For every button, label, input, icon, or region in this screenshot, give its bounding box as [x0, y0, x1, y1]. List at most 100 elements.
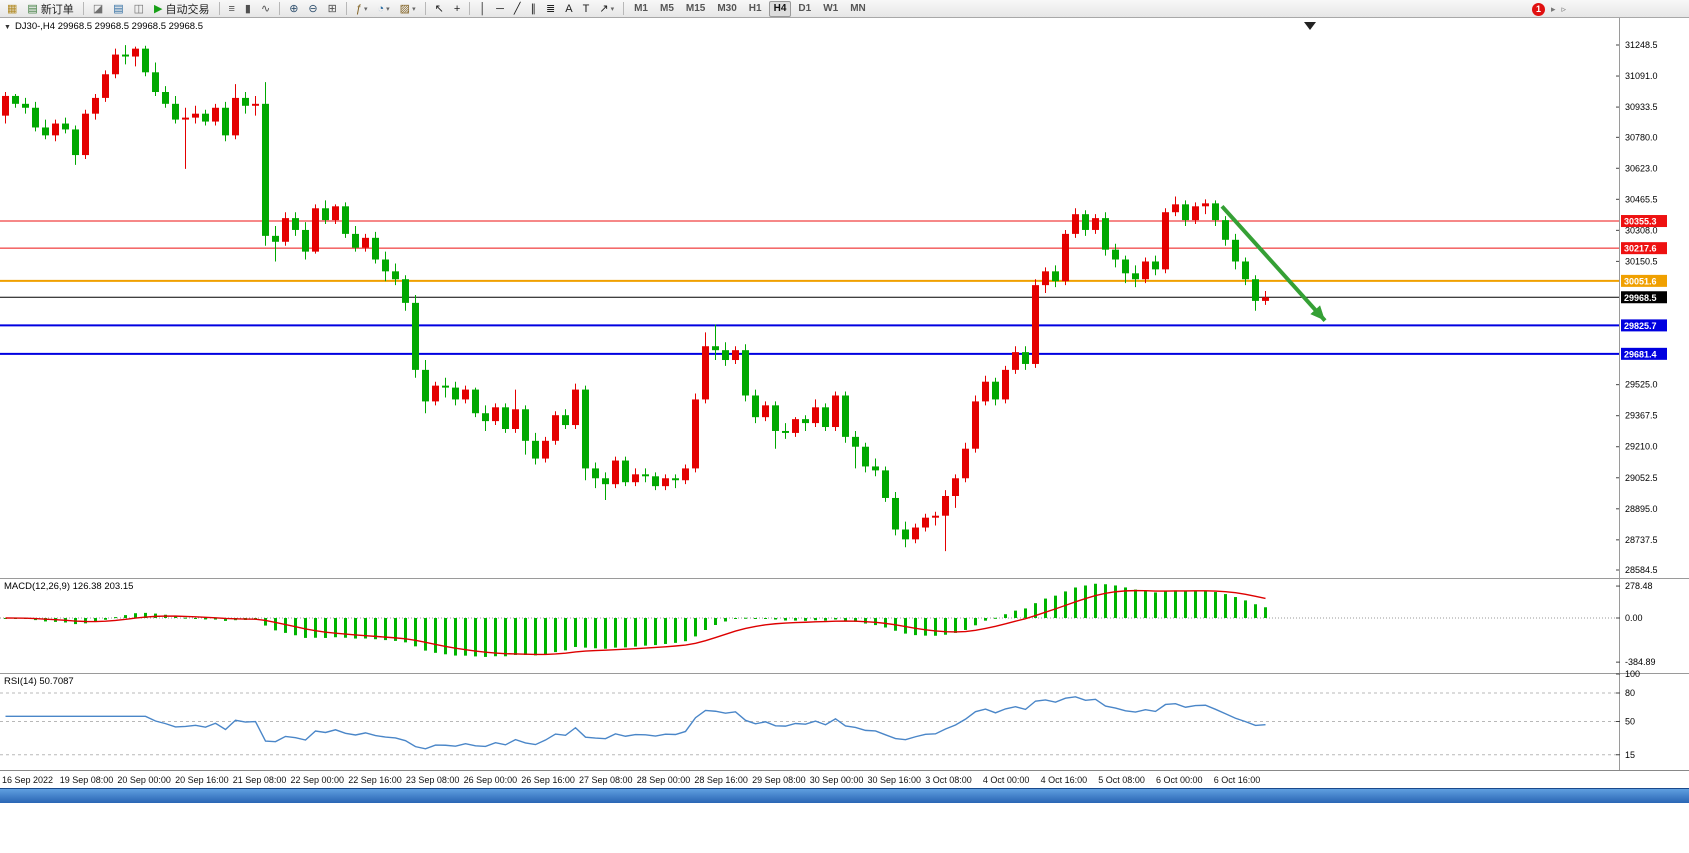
profiles-icon[interactable]: ◪	[89, 1, 107, 17]
dropdown-caret-icon: ▾	[363, 5, 368, 13]
chart-area[interactable]: 31248.5 31091.0 30933.5 30780.0 30623.0 30465…	[0, 18, 1689, 770]
svg-text:28737.5: 28737.5	[1625, 535, 1658, 545]
dropdown-caret-icon: ▾	[386, 5, 390, 13]
arrows-icon[interactable]: ↗ ▾	[595, 1, 618, 17]
timeframe-W1[interactable]: W1	[823, 3, 839, 14]
price-badge	[1621, 347, 1667, 360]
auto-scroll-icon[interactable]: ▸	[1551, 3, 1556, 14]
dropdown-caret-icon: ▾	[610, 5, 615, 13]
time-axis-label: 20 Sep 00:00	[117, 775, 171, 785]
fibonacci-icon[interactable]: ≣	[542, 1, 559, 17]
svg-text:100: 100	[1625, 669, 1640, 679]
market-watch-icon-glyph: ▤	[113, 2, 124, 15]
timeframe-M30[interactable]: M30	[717, 3, 737, 14]
dropdown-caret-icon: ▾	[412, 5, 416, 13]
macd-signal-line	[5, 589, 1266, 656]
time-axis-label: 29 Sep 08:00	[752, 775, 806, 785]
channel-icon[interactable]: ∥	[527, 1, 541, 17]
time-axis-label: 3 Oct 08:00	[925, 775, 972, 785]
rsi-line	[5, 696, 1266, 750]
price-badge	[1621, 291, 1667, 304]
new-order-button[interactable]: ▤ 新订单	[23, 1, 77, 17]
price-badge	[1621, 319, 1667, 332]
profiles-icon-glyph: ◪	[92, 2, 104, 15]
time-axis-label: 23 Sep 08:00	[405, 775, 460, 785]
vertical-line-icon[interactable]: │	[475, 1, 490, 17]
indicators-icon[interactable]: ƒ ▾	[352, 1, 372, 17]
timeframe-H4[interactable]: H4	[768, 0, 792, 17]
toolbar: ▦ ▤ 新订单 ◪ ▤ ◫ ▶ 自动交易 ≡ ▮ ∿ ⊕ ⊖ ⊞ ƒ ▾ ◔ ▾ ▨ ▾ ↖ + │ ─ ╱ ∥ ≣ A T ↗ ▾ M1 M5…	[0, 0, 1689, 18]
time-axis-label: 22 Sep 00:00	[290, 775, 345, 785]
price-badge	[1621, 242, 1667, 255]
cursor-icon[interactable]: ↖	[431, 1, 448, 17]
zoom-in-icon[interactable]: ⊕	[285, 1, 302, 17]
price-badge-label: 30355.3	[1624, 217, 1657, 227]
trend-arrow[interactable]	[1220, 204, 1327, 322]
toolbar-separator	[218, 2, 220, 15]
periods-icon[interactable]: ◔ ▾	[374, 1, 394, 17]
timeframe-M15[interactable]: M15	[685, 3, 706, 14]
zoom-out-icon-glyph: ⊖	[308, 2, 318, 15]
trendline-icon[interactable]: ╱	[510, 1, 525, 17]
new-order-button-label: 新订单	[40, 3, 74, 16]
label-icon[interactable]: T	[579, 1, 594, 17]
chart-shift-marker[interactable]	[1304, 22, 1316, 30]
new-chart-icon[interactable]: ▦	[3, 1, 21, 17]
vertical-line-icon-glyph: │	[479, 2, 487, 15]
svg-text:278.48: 278.48	[1625, 581, 1653, 591]
svg-text:30150.5: 30150.5	[1625, 256, 1658, 266]
tile-windows-icon[interactable]: ⊞	[324, 1, 341, 17]
time-axis[interactable]: 16 Sep 2022 19 Sep 08:00 20 Sep 00:00 20 Se…	[0, 770, 1689, 788]
svg-text:30623.0: 30623.0	[1625, 163, 1658, 173]
svg-text:50: 50	[1625, 717, 1635, 727]
svg-text:29052.5: 29052.5	[1625, 473, 1658, 483]
timeframe-MN[interactable]: MN	[850, 3, 866, 14]
time-axis-label: 28 Sep 00:00	[636, 775, 691, 785]
channel-icon-glyph: ∥	[530, 2, 537, 15]
timeframe-D1[interactable]: D1	[798, 3, 812, 14]
text-icon[interactable]: A	[561, 1, 576, 17]
price-badge	[1621, 274, 1667, 287]
time-axis-label: 26 Sep 16:00	[521, 775, 575, 785]
horizontal-line-icon[interactable]: ─	[492, 1, 508, 17]
toolbar-separator	[345, 2, 347, 15]
timeframe-M1[interactable]: M1	[634, 3, 648, 14]
toolbar-separator	[623, 2, 625, 15]
templates-icon[interactable]: ▨ ▾	[396, 1, 420, 17]
price-badge-label: 29968.5	[1624, 293, 1657, 303]
notification-badge[interactable]: 1	[1532, 2, 1545, 16]
zoom-in-icon-glyph: ⊕	[289, 2, 299, 15]
auto-trading-button[interactable]: ▶ 自动交易	[150, 1, 213, 17]
candlestick-chart-icon[interactable]: ▮	[241, 1, 255, 17]
timeframe-H1[interactable]: H1	[748, 3, 762, 14]
price-chart[interactable]: 31248.5 31091.0 30933.5 30780.0 30623.0 30465…	[0, 18, 1689, 770]
svg-text:80: 80	[1625, 688, 1635, 698]
market-watch-icon[interactable]: ▤	[109, 1, 127, 17]
auto-trading-button-glyph: ▶	[154, 2, 163, 15]
templates-icon-glyph: ▨	[399, 2, 411, 15]
bar-chart-icon-glyph: ≡	[228, 2, 235, 15]
chart-shift-icon[interactable]: ▹	[1561, 3, 1567, 14]
svg-text:30308.0: 30308.0	[1625, 225, 1658, 235]
line-chart-icon[interactable]: ∿	[257, 1, 274, 17]
candlestick-chart-icon-glyph: ▮	[244, 2, 251, 15]
svg-text:29525.0: 29525.0	[1625, 380, 1658, 390]
time-axis-label: 6 Oct 16:00	[1213, 775, 1261, 785]
svg-text:28895.0: 28895.0	[1625, 504, 1658, 514]
symbol-info: ▼ DJ30-,H4 29968.5 29968.5 29968.5 29968.…	[4, 21, 203, 32]
one-click-trading-toggle[interactable]: ▼	[4, 24, 11, 31]
timeframe-M5[interactable]: M5	[659, 3, 674, 14]
time-axis-label: 19 Sep 08:00	[59, 775, 114, 785]
trendline-icon-glyph: ╱	[513, 2, 521, 15]
navigator-icon[interactable]: ◫	[130, 1, 148, 17]
zoom-out-icon[interactable]: ⊖	[304, 1, 321, 17]
time-axis-label: 16 Sep 2022	[2, 775, 54, 785]
svg-text:29210.0: 29210.0	[1625, 442, 1658, 452]
toolbar-separator	[424, 2, 426, 15]
svg-text:30933.5: 30933.5	[1625, 102, 1658, 112]
svg-text:-384.89: -384.89	[1625, 657, 1656, 667]
bar-chart-icon[interactable]: ≡	[225, 1, 239, 17]
crosshair-icon[interactable]: +	[450, 1, 464, 17]
price-badge-label: 29681.4	[1624, 349, 1657, 359]
bottom-bar	[0, 788, 1689, 803]
